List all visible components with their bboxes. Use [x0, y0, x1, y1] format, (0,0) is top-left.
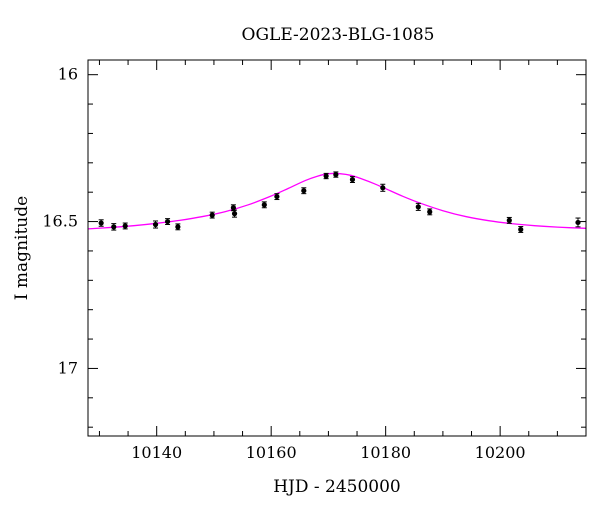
x-axis-label: HJD - 2450000: [273, 477, 401, 497]
x-tick-label: 10180: [360, 443, 411, 462]
y-tick-label: 16.5: [42, 212, 78, 231]
data-point: [380, 185, 386, 191]
data-point: [333, 171, 339, 178]
data-point: [122, 223, 128, 229]
data-point: [209, 212, 215, 218]
data-point: [301, 188, 307, 194]
data-point: [261, 202, 267, 208]
y-tick-label: 17: [58, 358, 78, 377]
data-point: [98, 220, 104, 226]
data-point: [152, 221, 159, 228]
data-point: [230, 205, 236, 211]
data-point: [274, 193, 280, 200]
y-axis-label: I magnitude: [12, 196, 32, 300]
axis-tick-labels: 10140 10160 10180 10200 16 16.5 17: [42, 65, 525, 462]
data-points: [98, 171, 581, 233]
x-tick-label: 10160: [246, 443, 297, 462]
data-point: [506, 217, 512, 223]
data-point: [111, 224, 117, 230]
chart-title: OGLE-2023-BLG-1085: [242, 25, 435, 45]
data-point: [518, 226, 524, 233]
axis-ticks: [88, 60, 587, 436]
data-point: [415, 204, 421, 210]
data-point: [427, 209, 433, 215]
data-point: [175, 224, 181, 230]
data-point: [323, 173, 329, 179]
y-tick-label: 16: [58, 65, 78, 84]
data-point: [349, 176, 356, 183]
data-point: [164, 218, 171, 225]
data-point: [231, 211, 238, 217]
model-curve: [87, 172, 587, 230]
data-point: [575, 219, 581, 226]
x-tick-label: 10200: [475, 443, 526, 462]
x-tick-label: 10140: [131, 443, 182, 462]
plot-frame: [87, 59, 587, 437]
